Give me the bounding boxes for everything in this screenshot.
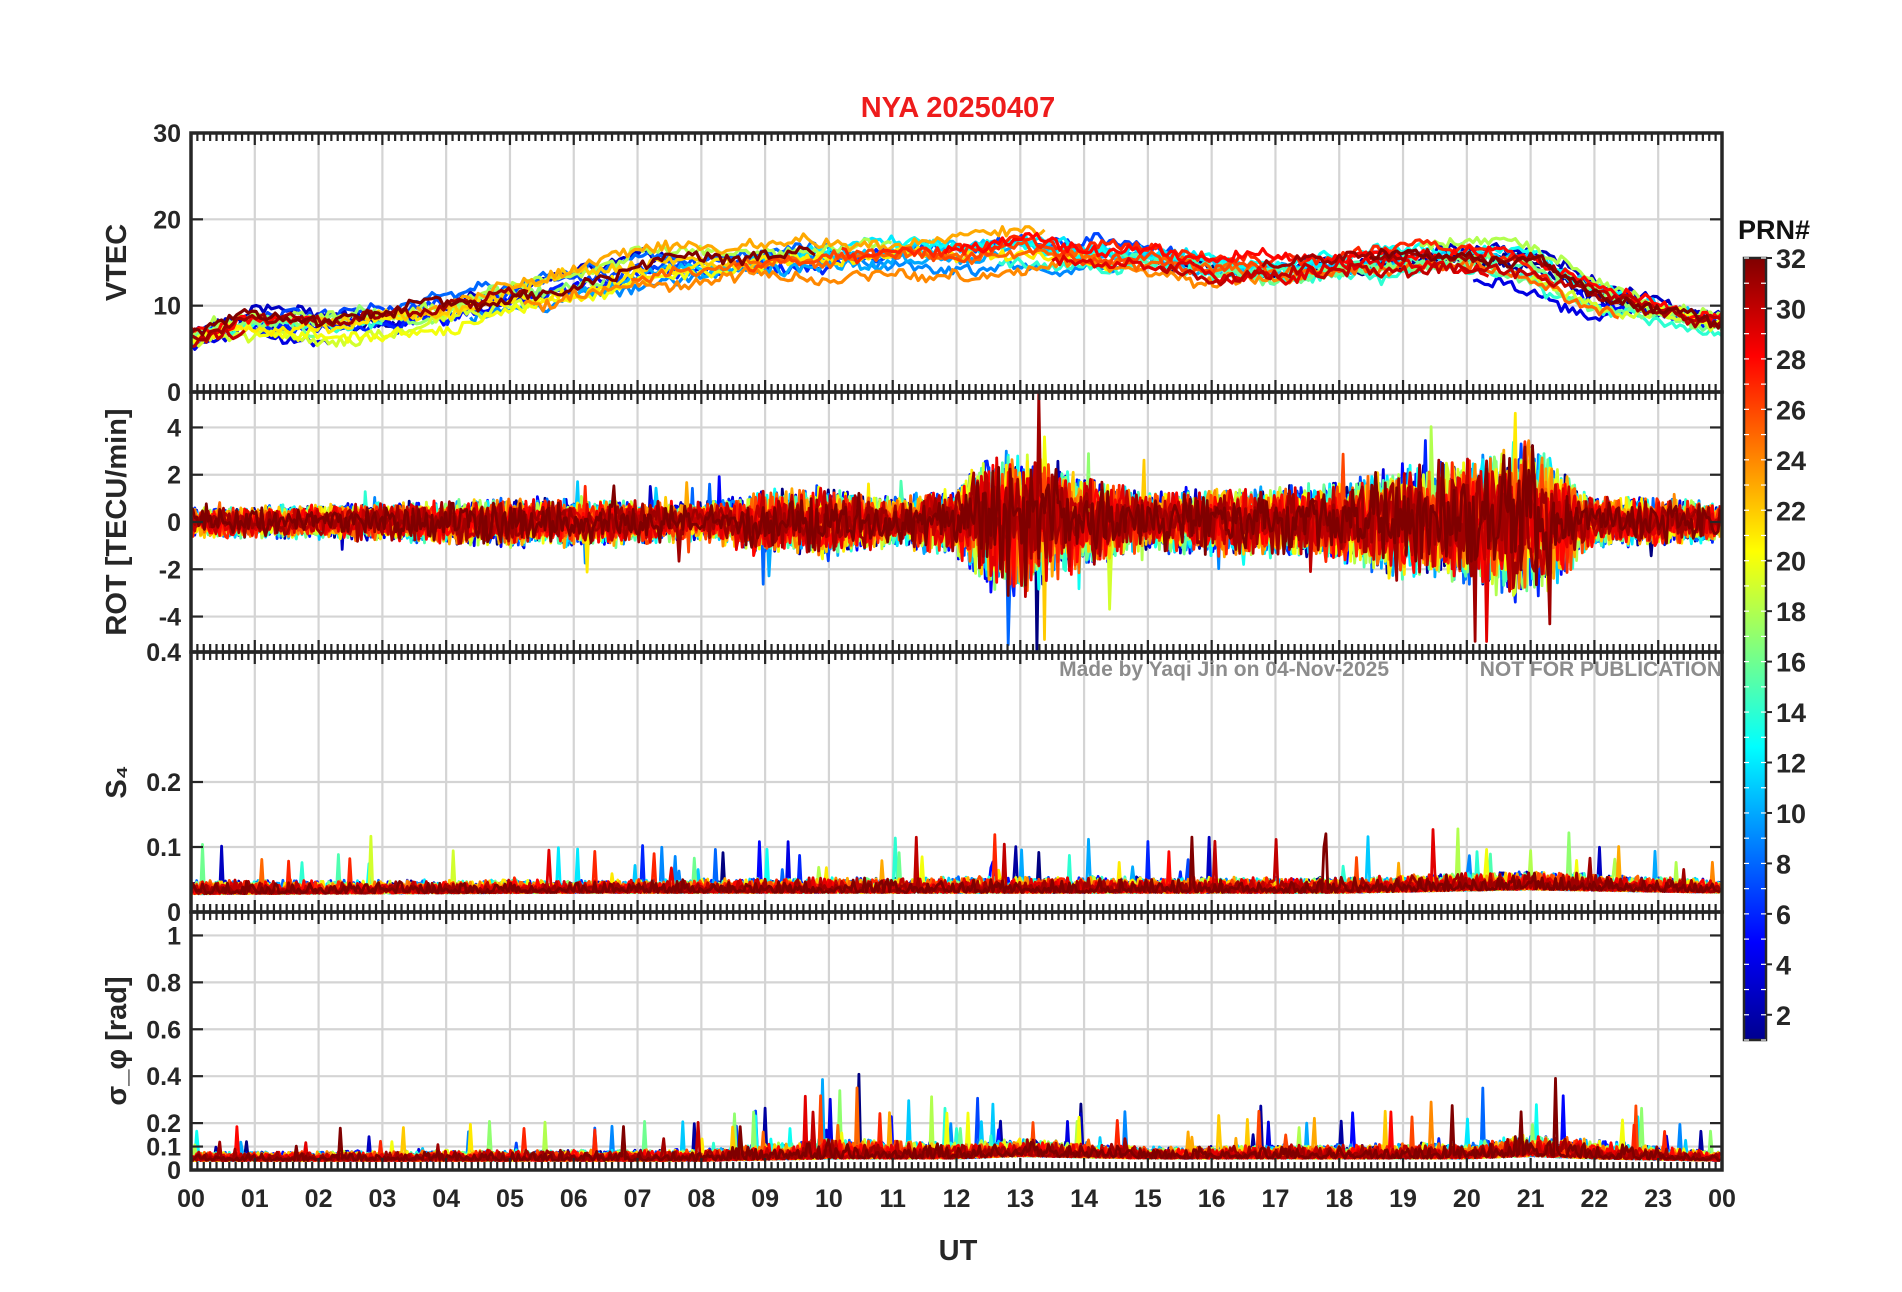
colorbar-tick-label: 8 <box>1776 849 1791 879</box>
colorbar-tick-label: 14 <box>1776 698 1806 728</box>
colorbar-tick-label: 2 <box>1776 1001 1791 1031</box>
y-tick-label: 0.2 <box>146 769 181 797</box>
colorbar-tick-label: 28 <box>1776 345 1806 375</box>
panel-1-series <box>191 225 1722 351</box>
x-tick-label: 19 <box>1389 1185 1417 1213</box>
y-tick-label: 0.6 <box>146 1016 181 1044</box>
colorbar-gradient <box>1742 256 1768 1042</box>
x-tick-label: 12 <box>943 1185 971 1213</box>
y-axis-title: σ_φ [rad] <box>101 976 133 1105</box>
series-line-prn-24 <box>522 254 1333 313</box>
watermark-credit: Made by Yaqi Jin on 04-Nov-2025 <box>1059 658 1389 681</box>
colorbar-tick-label: 12 <box>1776 749 1806 779</box>
x-tick-label: 10 <box>815 1185 843 1213</box>
colorbar-tick-label: 10 <box>1776 799 1806 829</box>
y-tick-label: 0 <box>167 379 181 407</box>
panel-3: 0 0.1 0.2 0.4 S₄ <box>101 639 1724 927</box>
y-tick-label: 10 <box>153 293 181 321</box>
series-line-prn-23 <box>415 225 1046 316</box>
x-tick-label: 04 <box>432 1185 460 1213</box>
panel-2: -4 -2 0 2 4 ROT [TECU/min] <box>101 390 1724 654</box>
series-line-prn-12 <box>786 234 1345 275</box>
colorbar-tick-label: 30 <box>1776 294 1806 324</box>
colorbar-tick-label: 22 <box>1776 496 1806 526</box>
colorbar-tick-label: 4 <box>1776 950 1791 980</box>
panel-2-series <box>191 392 1722 652</box>
x-tick-label: 00 <box>1708 1185 1736 1213</box>
x-tick-label: 16 <box>1198 1185 1226 1213</box>
x-tick-label: 00 <box>177 1185 205 1213</box>
x-tick-labels: 00 01 02 03 04 05 06 07 08 09 10 11 12 13 14 15 16 17 18 19… <box>177 1185 1736 1213</box>
series-line-prn-32 <box>191 832 1721 895</box>
x-tick-label: 22 <box>1581 1185 1609 1213</box>
colorbar-tick-label: 24 <box>1776 446 1806 476</box>
x-tick-label: 09 <box>751 1185 779 1213</box>
panel-3-series <box>191 827 1722 896</box>
x-tick-label: 06 <box>560 1185 588 1213</box>
y-tick-label: 0.2 <box>146 1110 181 1138</box>
y-tick-label: 30 <box>153 120 181 148</box>
x-tick-label: 20 <box>1453 1185 1481 1213</box>
y-tick-label: -2 <box>159 556 181 584</box>
y-tick-label: 0.4 <box>146 639 181 667</box>
series-line-prn-31 <box>191 286 529 342</box>
colorbar-tick-label: 18 <box>1776 597 1806 627</box>
series-line-prn-30 <box>1158 261 1722 326</box>
x-tick-label: 08 <box>687 1185 715 1213</box>
colorbar-tick-label: 32 <box>1776 244 1806 274</box>
y-axis-title: ROT [TECU/min] <box>101 408 133 635</box>
series-line-prn-32 <box>191 245 816 337</box>
series-line-prn-27 <box>841 234 1555 286</box>
x-tick-label: 03 <box>368 1185 396 1213</box>
x-tick-label: 01 <box>241 1185 269 1213</box>
x-tick-label: 11 <box>879 1185 906 1213</box>
x-axis-title: UT <box>939 1235 978 1267</box>
series-line-prn-30 <box>191 835 1722 896</box>
colorbar-tick-label: 20 <box>1776 547 1806 577</box>
x-tick-label: 02 <box>305 1185 333 1213</box>
y-tick-label: 0 <box>167 899 181 927</box>
y-tick-label: 0.1 <box>146 1134 181 1162</box>
panel-3-grid <box>191 652 1722 912</box>
watermark-notice: NOT FOR PUBLICATION <box>1480 658 1722 681</box>
x-tick-label: 13 <box>1006 1185 1034 1213</box>
x-tick-label: 21 <box>1517 1185 1545 1213</box>
colorbar-tick-label: 16 <box>1776 648 1806 678</box>
colorbar-title: PRN# <box>1738 215 1810 245</box>
colorbar-tick-label: 6 <box>1776 900 1791 930</box>
y-axis-title: VTEC <box>101 224 133 301</box>
x-tick-label: 15 <box>1134 1185 1162 1213</box>
x-tick-label: 17 <box>1262 1185 1290 1213</box>
panel-4: 00.10.2 0.4 0.6 0.8 1 σ_φ [rad] <box>101 910 1724 1185</box>
x-tick-label: 14 <box>1070 1185 1098 1213</box>
colorbar-tick-label: 26 <box>1776 395 1806 425</box>
x-tick-label: 23 <box>1644 1185 1672 1213</box>
panel-4-ticks <box>189 912 1724 1172</box>
series-line-prn-32 <box>191 444 1722 597</box>
y-tick-label: 0 <box>167 509 181 537</box>
y-tick-label: 1 <box>167 922 181 950</box>
y-tick-label: 4 <box>167 414 181 442</box>
x-tick-label: 07 <box>624 1185 652 1213</box>
panel-1: 0 10 20 30 VTEC <box>101 120 1724 407</box>
x-tick-label: 05 <box>496 1185 524 1213</box>
y-tick-label: 0.8 <box>146 969 181 997</box>
chart-title: NYA 20250407 <box>861 92 1056 124</box>
y-tick-label: 0.4 <box>146 1063 181 1091</box>
series-line-prn-32 <box>1368 247 1722 330</box>
y-tick-label: 2 <box>167 462 181 490</box>
y-tick-label: -4 <box>159 604 181 632</box>
y-tick-label: 0 <box>167 1157 181 1185</box>
y-axis-title: S₄ <box>101 765 133 798</box>
y-tick-label: 20 <box>153 206 181 234</box>
x-tick-label: 18 <box>1325 1185 1353 1213</box>
series-line-prn-28 <box>943 231 1722 323</box>
y-tick-label: 0.1 <box>146 834 181 862</box>
series-line-prn-20 <box>191 251 828 345</box>
